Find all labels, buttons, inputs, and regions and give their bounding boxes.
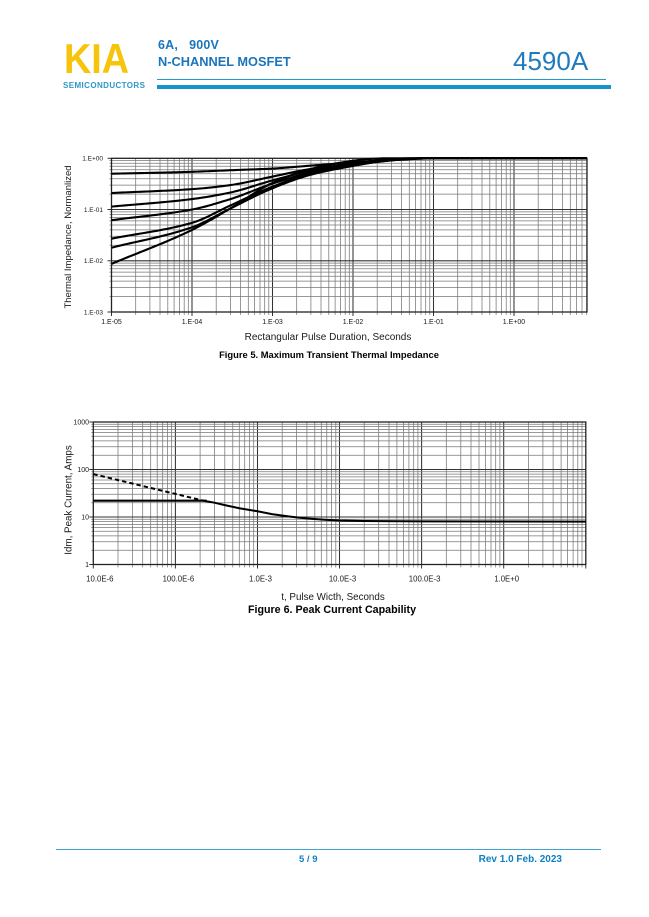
svg-text:1: 1 xyxy=(85,562,89,569)
svg-text:Figure 5. Maximum Transient Th: Figure 5. Maximum Transient Thermal Impe… xyxy=(219,349,439,360)
svg-text:Rectangular Pulse Duration, Se: Rectangular Pulse Duration, Seconds xyxy=(245,332,412,343)
svg-text:1.E-01: 1.E-01 xyxy=(84,207,104,214)
svg-text:1.E-01: 1.E-01 xyxy=(423,319,444,326)
svg-text:t, Pulse Wicth, Seconds: t, Pulse Wicth, Seconds xyxy=(281,592,385,603)
svg-text:1000: 1000 xyxy=(73,420,89,427)
svg-text:10.0E-6: 10.0E-6 xyxy=(86,575,113,584)
svg-text:100.0E-3: 100.0E-3 xyxy=(409,575,441,584)
svg-text:100.0E-6: 100.0E-6 xyxy=(163,575,195,584)
svg-text:1.E-05: 1.E-05 xyxy=(101,319,122,326)
svg-text:10: 10 xyxy=(81,515,89,522)
svg-text:1.0E-3: 1.0E-3 xyxy=(249,575,272,584)
svg-text:Figure 6. Peak Current Capabil: Figure 6. Peak Current Capability xyxy=(248,604,416,616)
svg-text:1.E+00: 1.E+00 xyxy=(82,156,103,163)
svg-text:1.0E+0: 1.0E+0 xyxy=(494,575,520,584)
svg-text:1.E+00: 1.E+00 xyxy=(503,319,525,326)
svg-text:1.E-02: 1.E-02 xyxy=(343,319,364,326)
svg-text:Thermal Impedance, Normanlized: Thermal Impedance, Normanlized xyxy=(63,165,74,308)
svg-text:100: 100 xyxy=(77,467,89,474)
svg-text:10.0E-3: 10.0E-3 xyxy=(329,575,356,584)
svg-text:Idm, Peak Current, Amps: Idm, Peak Current, Amps xyxy=(64,445,75,555)
svg-text:1.E-03: 1.E-03 xyxy=(84,309,104,316)
svg-text:1.E-04: 1.E-04 xyxy=(182,319,203,326)
svg-text:1.E-03: 1.E-03 xyxy=(262,319,283,326)
svg-text:1.E-02: 1.E-02 xyxy=(84,258,104,265)
